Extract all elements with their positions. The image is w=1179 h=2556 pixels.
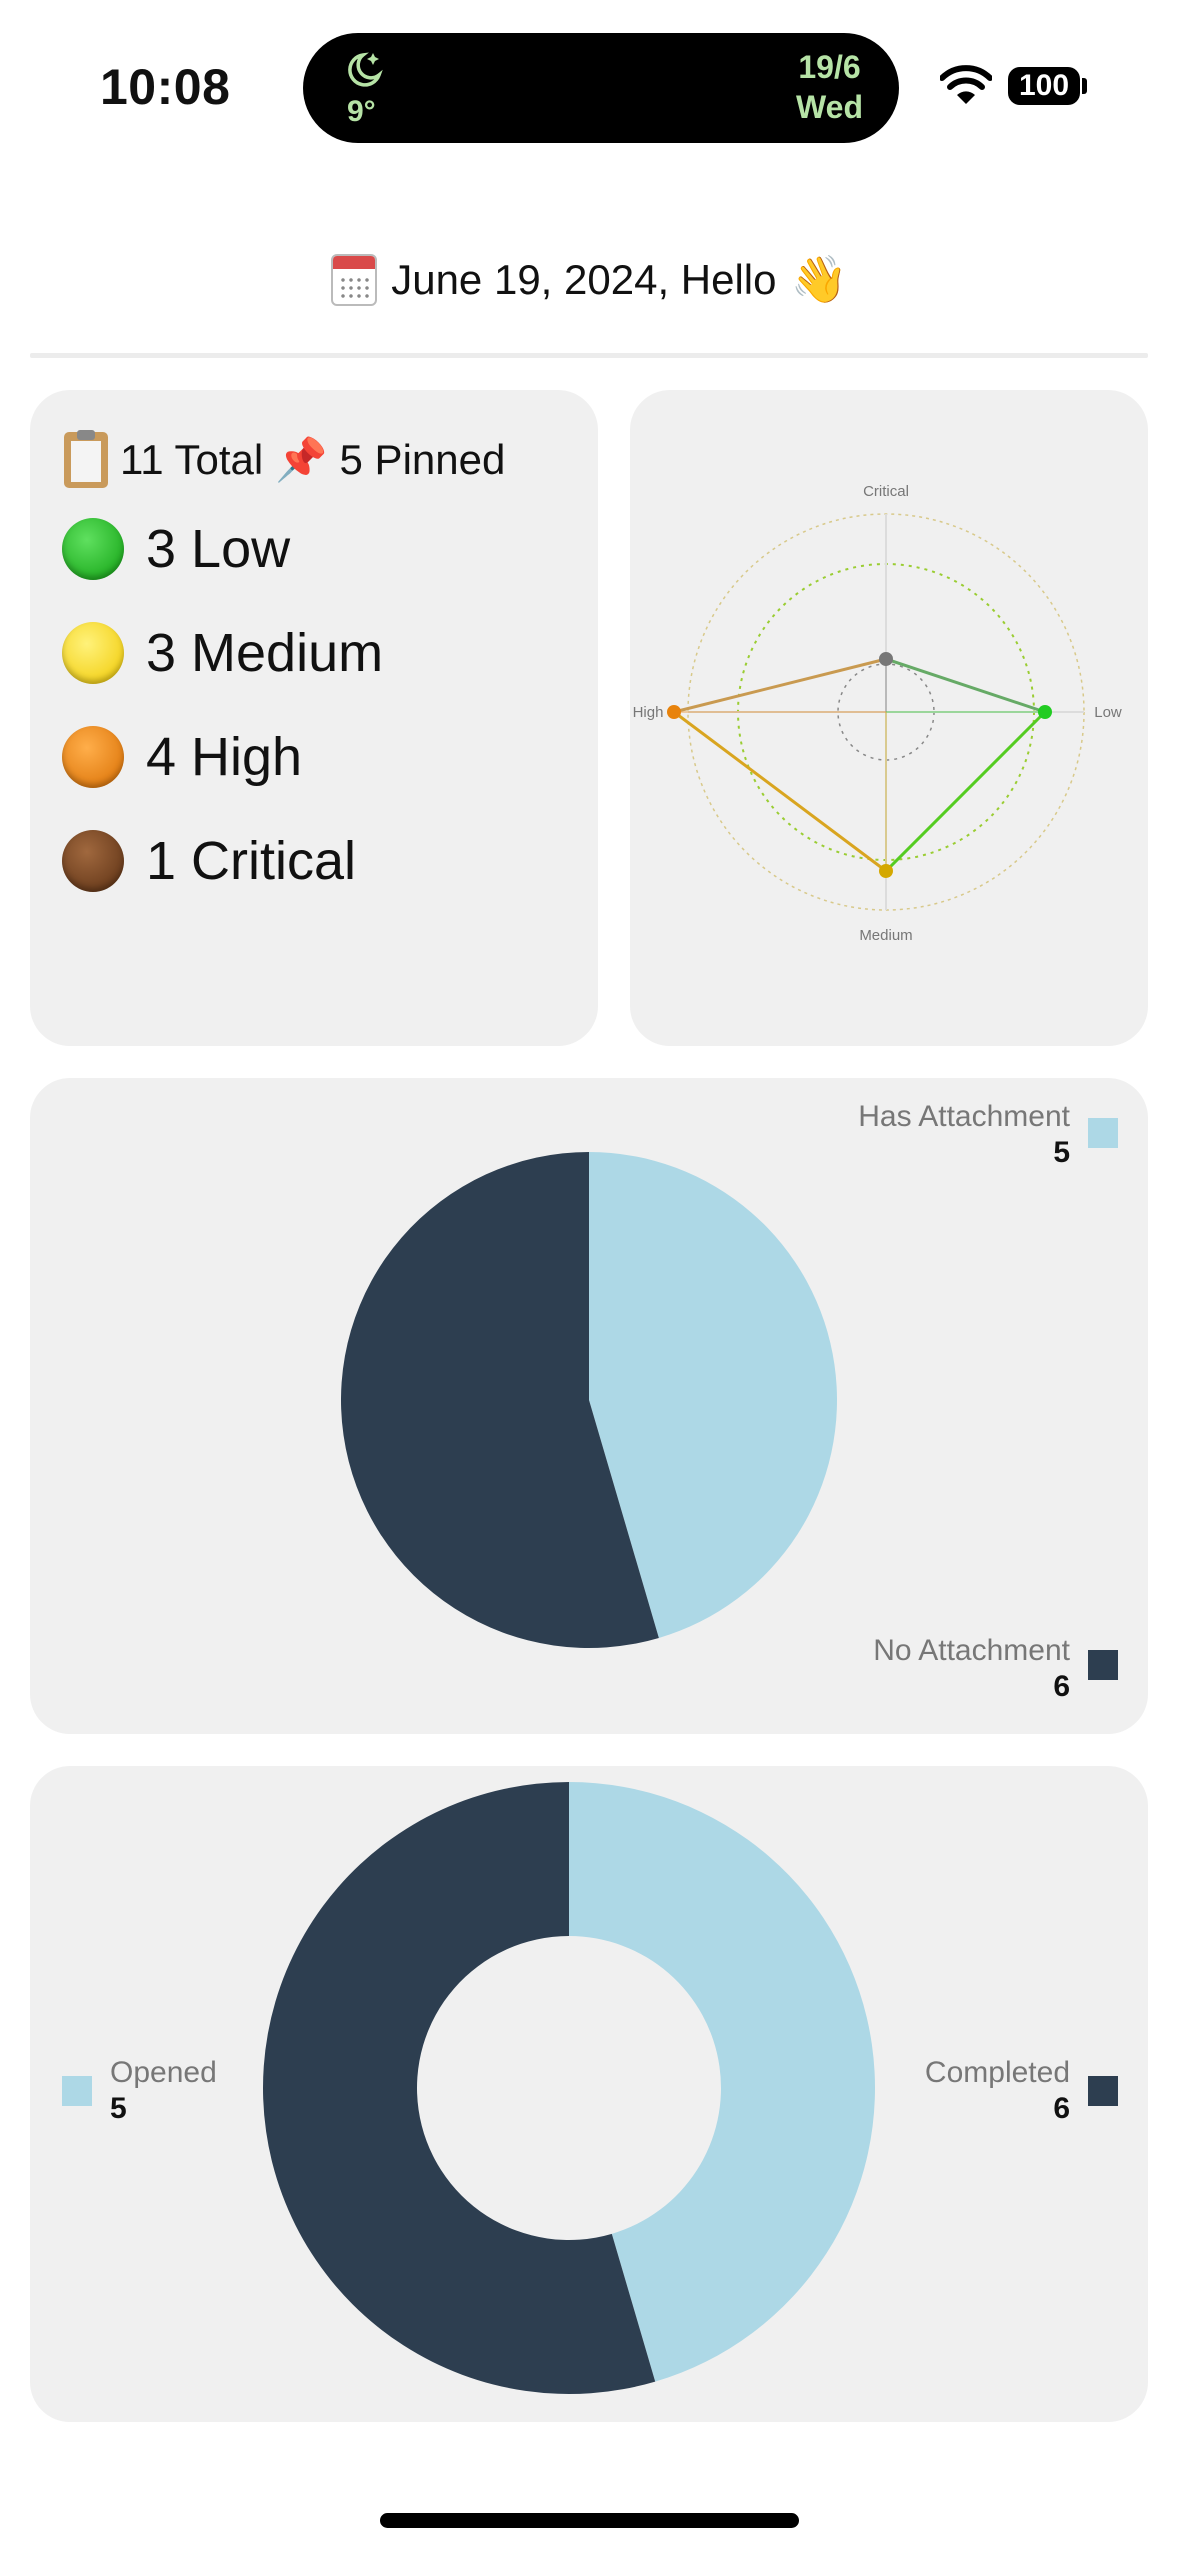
priority-low: 3 Low <box>62 518 290 580</box>
header-divider <box>30 353 1148 358</box>
moon-stars-icon <box>348 52 383 87</box>
battery-tip <box>1082 78 1087 94</box>
priority-critical: 1 Critical <box>62 830 356 892</box>
orange-circle-icon <box>62 726 124 788</box>
total-count: 11 Total <box>120 436 264 483</box>
status-time: 10:08 <box>100 59 231 115</box>
priority-high: 4 High <box>62 726 302 788</box>
dynamic-island[interactable]: 9° 19/6 Wed <box>303 33 899 143</box>
legend-completed-label: Completed <box>924 2056 1070 2089</box>
island-date: 19/6 Wed <box>796 47 863 127</box>
waving-hand-icon: 👋 <box>790 253 848 305</box>
priority-critical-label: 1 Critical <box>146 831 357 891</box>
radar-label-medium: Medium <box>859 927 912 944</box>
radar-edge <box>673 710 887 873</box>
radar-label-low: Low <box>1094 704 1122 721</box>
brown-circle-icon <box>62 830 124 892</box>
priority-medium: 3 Medium <box>62 622 383 684</box>
radar-edge <box>673 657 887 714</box>
clipboard-icon <box>64 430 108 488</box>
radar-edge <box>884 710 1047 873</box>
island-date-weekday: Wed <box>796 89 863 125</box>
legend-opened-swatch <box>62 2076 92 2106</box>
radar-label-high: High <box>633 704 664 721</box>
home-indicator[interactable] <box>380 2513 799 2528</box>
legend-completed-count: 6 <box>1053 2092 1070 2125</box>
legend-completed-swatch <box>1088 2076 1118 2106</box>
legend-opened-label: Opened <box>110 2056 217 2089</box>
greeting-text: June 19, 2024, Hello <box>391 255 777 303</box>
calendar-icon <box>331 253 378 306</box>
island-date-day: 19/6 <box>798 49 861 85</box>
legend-no-attachment-swatch <box>1088 1650 1118 1680</box>
wifi-icon <box>940 65 992 104</box>
legend-has-attachment-count: 5 <box>1053 1136 1070 1169</box>
weather-temp: 9° <box>347 95 376 128</box>
radar-points <box>667 652 1052 878</box>
attachment-pie-card: Has Attachment 5 No Attachment 6 <box>30 1078 1148 1734</box>
battery-indicator: 100 <box>1008 67 1080 105</box>
radar-edges <box>673 657 1047 873</box>
pushpin-icon: 📌 <box>275 435 328 483</box>
has-attachment-slice[interactable] <box>589 1152 838 1638</box>
priority-radar-chart: Critical Low Medium High <box>633 483 1122 944</box>
priority-low-label: 3 Low <box>146 519 291 579</box>
radar-point-low[interactable] <box>1038 705 1052 719</box>
completed-slice[interactable] <box>262 1782 656 2394</box>
priority-medium-label: 3 Medium <box>146 623 384 683</box>
no-attachment-slice[interactable] <box>341 1152 659 1648</box>
priority-high-label: 4 High <box>146 727 303 787</box>
priority-stats-card: 11 Total 📌 5 Pinned 3 Low 3 Medium 4 Hig… <box>30 390 598 1046</box>
radar-edge <box>885 657 1046 714</box>
green-circle-icon <box>62 518 124 580</box>
radar-point-medium[interactable] <box>879 864 893 878</box>
radar-point-critical[interactable] <box>879 652 893 666</box>
legend-opened-count: 5 <box>110 2092 127 2125</box>
yellow-circle-icon <box>62 622 124 684</box>
legend-has-attachment-label: Has Attachment <box>858 1100 1070 1133</box>
legend-no-attachment-count: 6 <box>1053 1670 1070 1703</box>
opened-slice[interactable] <box>569 1782 875 2382</box>
radar-point-high[interactable] <box>667 705 681 719</box>
greeting-header: June 19, 2024, Hello 👋 <box>0 252 1179 307</box>
attachment-pie-chart <box>341 1152 838 1648</box>
completion-donut-card: Opened 5 Completed 6 <box>30 1766 1148 2422</box>
radar-label-critical: Critical <box>863 483 909 500</box>
totals-row: 11 Total 📌 5 Pinned <box>64 430 506 488</box>
legend-has-attachment-swatch <box>1088 1118 1118 1148</box>
legend-no-attachment-label: No Attachment <box>873 1634 1070 1667</box>
completion-donut-chart <box>262 1782 875 2394</box>
priority-radar-card: Critical Low Medium High <box>630 390 1148 1046</box>
pinned-count: 5 Pinned <box>339 436 506 483</box>
